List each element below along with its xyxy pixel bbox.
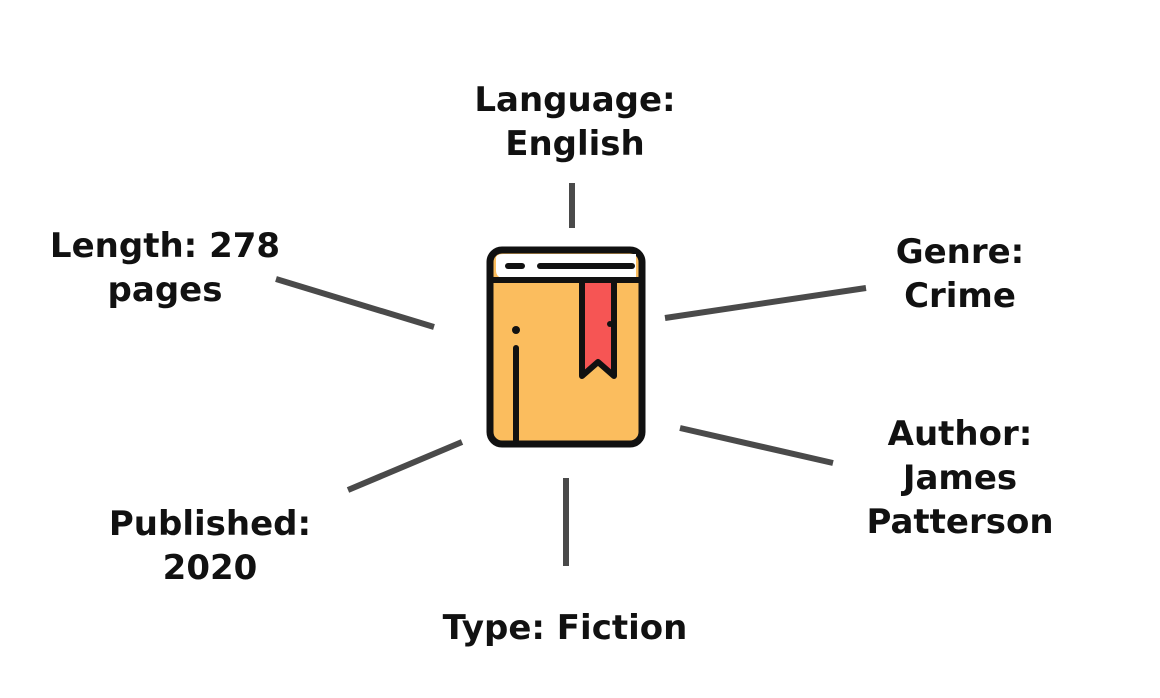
genre-label-line1: Genre:	[895, 232, 1025, 272]
length-label: Length: 278 pages	[20, 224, 310, 312]
published-label-line2: 2020	[162, 548, 258, 588]
language-label-line2: English	[505, 124, 645, 164]
connector-genre	[664, 285, 867, 321]
connector-author	[679, 425, 834, 466]
genre-label: Genre: Crime	[860, 230, 1060, 318]
type-label-line1: Type: Fiction	[442, 608, 688, 648]
type-label: Type: Fiction	[420, 606, 710, 650]
language-label-line1: Language:	[474, 80, 676, 120]
author-label-line2: James	[902, 458, 1018, 498]
author-label-line1: Author:	[887, 414, 1033, 454]
spine-dot	[512, 326, 520, 334]
connector-length	[275, 276, 435, 330]
published-label-line1: Published:	[108, 504, 312, 544]
book-icon	[486, 246, 646, 448]
length-label-line1: Length: 278	[49, 226, 281, 266]
bookmark-dot	[607, 321, 613, 327]
length-label-line2: pages	[107, 270, 223, 310]
genre-label-line2: Crime	[904, 276, 1016, 316]
connector-published	[346, 439, 464, 493]
author-label-line3: Patterson	[866, 502, 1054, 542]
author-label: Author: James Patterson	[840, 412, 1080, 544]
published-label: Published: 2020	[70, 502, 350, 590]
language-label: Language: English	[445, 78, 705, 166]
bookmark-ribbon	[579, 277, 617, 379]
